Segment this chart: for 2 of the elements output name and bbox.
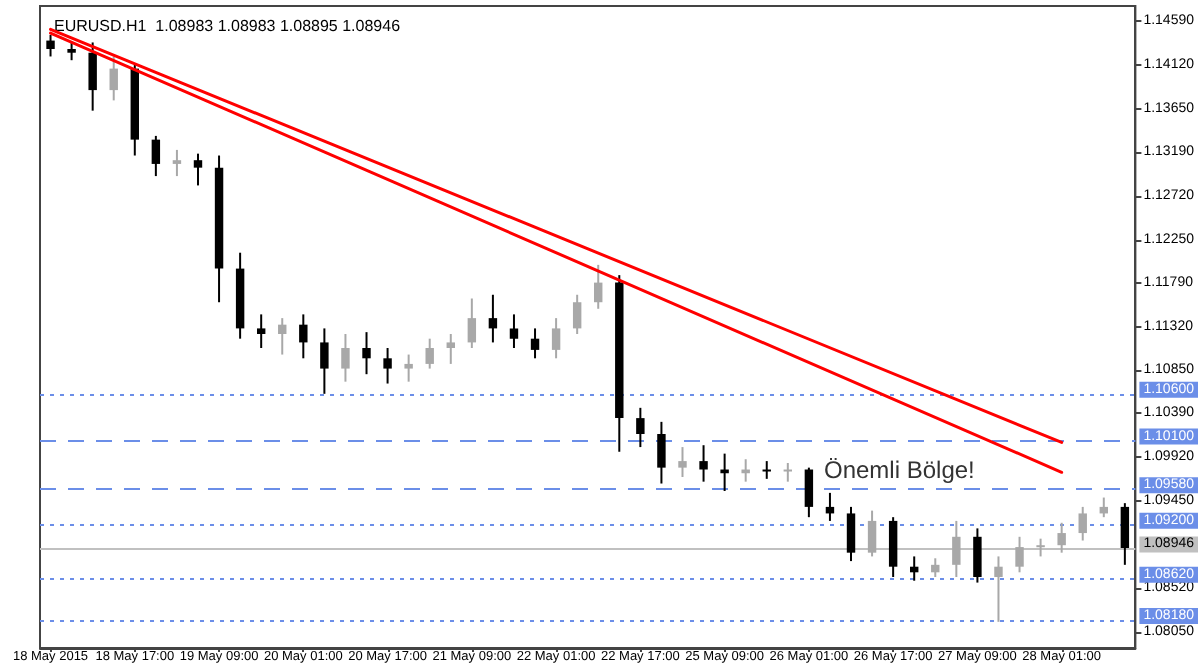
annotation: Önemli Bölge! <box>824 456 975 484</box>
text: EURUSD.H1 1.08983 1.08983 1.08895 1.08946 <box>54 17 402 35</box>
